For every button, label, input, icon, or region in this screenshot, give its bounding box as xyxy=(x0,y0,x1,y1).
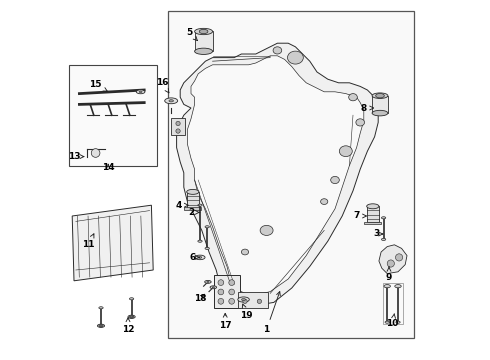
Circle shape xyxy=(395,254,403,261)
Ellipse shape xyxy=(381,217,386,219)
Ellipse shape xyxy=(242,249,248,255)
Text: 17: 17 xyxy=(219,314,231,330)
Ellipse shape xyxy=(385,321,390,323)
Ellipse shape xyxy=(205,280,211,283)
Ellipse shape xyxy=(169,100,173,102)
Bar xyxy=(184,207,201,210)
Ellipse shape xyxy=(396,321,400,323)
Ellipse shape xyxy=(187,189,199,194)
Circle shape xyxy=(243,299,247,303)
Circle shape xyxy=(91,149,100,157)
Ellipse shape xyxy=(198,257,202,258)
Ellipse shape xyxy=(165,98,178,104)
Circle shape xyxy=(229,298,235,304)
Text: 4: 4 xyxy=(175,201,188,210)
Ellipse shape xyxy=(372,93,388,98)
Text: 13: 13 xyxy=(68,152,84,161)
Ellipse shape xyxy=(331,176,339,184)
Bar xyxy=(383,283,403,324)
Ellipse shape xyxy=(260,225,273,235)
Ellipse shape xyxy=(356,119,365,126)
Bar xyxy=(372,96,388,113)
Ellipse shape xyxy=(99,325,103,327)
Ellipse shape xyxy=(205,226,209,228)
Bar xyxy=(171,118,185,135)
Polygon shape xyxy=(187,56,364,293)
Text: 7: 7 xyxy=(353,211,367,220)
Bar xyxy=(238,292,269,308)
Ellipse shape xyxy=(242,298,245,301)
Text: 5: 5 xyxy=(186,28,197,41)
Text: 9: 9 xyxy=(386,267,392,282)
Ellipse shape xyxy=(199,29,208,34)
Bar xyxy=(69,65,157,166)
Circle shape xyxy=(229,289,235,295)
Text: 19: 19 xyxy=(241,304,253,320)
Ellipse shape xyxy=(129,316,134,318)
Ellipse shape xyxy=(210,286,217,289)
Ellipse shape xyxy=(381,238,386,240)
Bar xyxy=(367,206,379,222)
Text: 12: 12 xyxy=(122,318,134,334)
Text: 3: 3 xyxy=(373,230,383,239)
Circle shape xyxy=(387,260,394,267)
Ellipse shape xyxy=(136,90,145,94)
Circle shape xyxy=(257,299,262,303)
Text: 18: 18 xyxy=(194,294,206,303)
Ellipse shape xyxy=(385,285,390,287)
Ellipse shape xyxy=(139,91,142,93)
Circle shape xyxy=(218,280,224,285)
Text: 14: 14 xyxy=(102,163,115,172)
Ellipse shape xyxy=(195,28,213,35)
Ellipse shape xyxy=(198,240,202,242)
Circle shape xyxy=(218,289,224,295)
Circle shape xyxy=(229,280,235,285)
Text: 10: 10 xyxy=(387,314,399,328)
Ellipse shape xyxy=(128,315,135,318)
Polygon shape xyxy=(176,43,378,304)
Ellipse shape xyxy=(273,47,282,54)
Ellipse shape xyxy=(372,111,388,116)
Text: 1: 1 xyxy=(264,292,280,334)
Ellipse shape xyxy=(129,298,134,300)
Ellipse shape xyxy=(320,199,328,204)
Ellipse shape xyxy=(195,255,205,260)
Ellipse shape xyxy=(207,281,209,283)
Polygon shape xyxy=(379,245,407,274)
Ellipse shape xyxy=(238,297,249,302)
Ellipse shape xyxy=(376,94,384,98)
Bar xyxy=(215,275,240,308)
Ellipse shape xyxy=(205,247,209,249)
Circle shape xyxy=(218,298,224,304)
Ellipse shape xyxy=(288,51,303,64)
Ellipse shape xyxy=(99,307,103,309)
Ellipse shape xyxy=(396,285,400,287)
Bar xyxy=(187,192,199,208)
Ellipse shape xyxy=(212,287,215,288)
Ellipse shape xyxy=(349,94,357,101)
Text: 2: 2 xyxy=(188,208,200,217)
Ellipse shape xyxy=(367,204,379,209)
Ellipse shape xyxy=(195,48,213,54)
Text: 6: 6 xyxy=(190,253,199,262)
Ellipse shape xyxy=(248,301,257,307)
Ellipse shape xyxy=(198,204,202,206)
Text: 15: 15 xyxy=(89,80,107,91)
Text: 8: 8 xyxy=(361,104,373,112)
Ellipse shape xyxy=(395,284,401,288)
Bar xyxy=(195,31,213,51)
Ellipse shape xyxy=(98,324,104,328)
Text: 16: 16 xyxy=(156,78,169,93)
Text: 11: 11 xyxy=(82,234,95,249)
Bar xyxy=(168,11,414,338)
Ellipse shape xyxy=(384,284,391,288)
Ellipse shape xyxy=(339,146,352,157)
Ellipse shape xyxy=(100,325,102,327)
Polygon shape xyxy=(72,205,153,281)
Bar xyxy=(364,222,381,224)
Circle shape xyxy=(176,121,180,126)
Circle shape xyxy=(176,129,180,133)
Ellipse shape xyxy=(130,316,133,318)
